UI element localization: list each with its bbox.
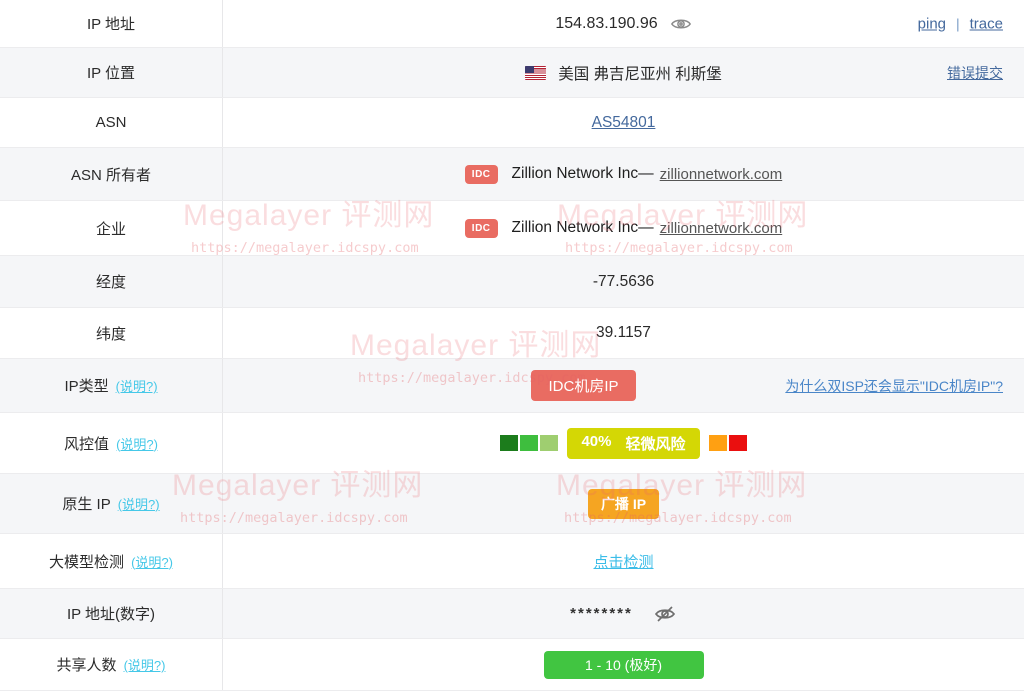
value-ip-numeric: ******** <box>223 589 1024 638</box>
ip-type-badge: IDC机房IP <box>531 370 636 401</box>
label-asn: ASN <box>0 98 223 147</box>
ping-link[interactable]: ping <box>917 15 946 32</box>
table-row: 经度 -77.5636 <box>0 256 1024 308</box>
help-link[interactable]: (说明?) <box>115 379 158 394</box>
why-idc-link[interactable]: 为什么双ISP还会显示"IDC机房IP"? <box>785 377 1003 394</box>
label-asn-owner: ASN 所有者 <box>0 148 223 200</box>
link-separator: | <box>956 15 960 32</box>
label-llm-check: 大模型检测 (说明?) <box>0 534 223 588</box>
table-row: IP类型 (说明?) IDC机房IP 为什么双ISP还会显示"IDC机房IP"? <box>0 359 1024 413</box>
label-latitude: 纬度 <box>0 308 223 358</box>
help-link[interactable]: (说明?) <box>116 436 158 452</box>
value-risk-score: 40% 轻微风险 <box>223 413 1024 473</box>
table-row: ASN AS54801 <box>0 98 1024 148</box>
label-shared-count: 共享人数 (说明?) <box>0 639 223 690</box>
owner-domain-link[interactable]: zillionnetwork.com <box>659 165 783 183</box>
table-row: 纬度 39.1157 <box>0 308 1024 359</box>
table-row: ASN 所有者 IDC Zillion Network Inc— zillion… <box>0 148 1024 201</box>
table-row: 大模型检测 (说明?) 点击检测 <box>0 534 1024 589</box>
row-label: 企业 <box>95 220 126 238</box>
label-ip-address: IP 地址 <box>0 0 223 47</box>
risk-meter: 40% 轻微风险 <box>500 427 747 459</box>
table-row: 共享人数 (说明?) 1 - 10 (极好) <box>0 639 1024 691</box>
asn-link[interactable]: AS54801 <box>591 113 656 131</box>
label-ip-location: IP 位置 <box>0 48 223 97</box>
risk-meter-segment <box>708 435 727 451</box>
table-row: 企业 IDC Zillion Network Inc— zillionnetwo… <box>0 201 1024 256</box>
eye-off-icon[interactable] <box>653 602 677 626</box>
label-native-ip: 原生 IP (说明?) <box>0 474 223 533</box>
table-row: IP 地址(数字) ******** <box>0 589 1024 639</box>
owner-name: Zillion Network Inc— <box>511 165 654 182</box>
table-row: 风控值 (说明?) 40% 轻微风险 <box>0 413 1024 474</box>
row-label: 纬度 <box>95 325 126 343</box>
row-label: IP 地址(数字) <box>66 606 156 623</box>
label-ip-numeric: IP 地址(数字) <box>0 589 223 638</box>
label-risk-score: 风控值 (说明?) <box>0 413 223 473</box>
row-label: IP 位置 <box>86 65 136 82</box>
help-link[interactable]: (说明?) <box>117 497 160 512</box>
enterprise-name: Zillion Network Inc— <box>511 219 654 236</box>
value-latitude: 39.1157 <box>223 308 1024 358</box>
value-shared-count: 1 - 10 (极好) <box>223 639 1024 690</box>
row-label: ASN <box>95 114 127 131</box>
label-enterprise: 企业 <box>0 201 223 255</box>
table-row: IP 位置 美国 弗吉尼亚州 利斯堡 错误提交 <box>0 48 1024 98</box>
label-ip-type: IP类型 (说明?) <box>0 359 223 412</box>
error-submit-link[interactable]: 错误提交 <box>947 64 1003 81</box>
help-link[interactable]: (说明?) <box>123 658 166 673</box>
row-label: IP 地址 <box>86 16 136 33</box>
risk-percent: 40% <box>581 432 612 450</box>
table-row: IP 地址 154.83.190.96 ping | trace <box>0 0 1024 48</box>
row-label: 风控值 <box>64 435 110 453</box>
value-ip-location: 美国 弗吉尼亚州 利斯堡 错误提交 <box>223 48 1024 97</box>
ip-numeric-masked: ******** <box>570 605 633 622</box>
row-label: 经度 <box>95 274 126 291</box>
risk-meter-segment <box>520 435 539 451</box>
enterprise-domain-link[interactable]: zillionnetwork.com <box>659 219 783 237</box>
value-asn-owner: IDC Zillion Network Inc— zillionnetwork.… <box>223 148 1024 200</box>
row-label: ASN 所有者 <box>70 166 151 184</box>
idc-badge: IDC <box>464 164 498 184</box>
row-label: 大模型检测 <box>49 553 125 571</box>
eye-icon[interactable] <box>670 13 692 35</box>
value-enterprise: IDC Zillion Network Inc— zillionnetwork.… <box>223 201 1024 255</box>
risk-badge: 40% 轻微风险 <box>567 427 700 459</box>
value-native-ip: 广播 IP <box>223 474 1024 533</box>
ip-address-value: 154.83.190.96 <box>555 14 658 32</box>
value-ip-address: 154.83.190.96 ping | trace <box>223 0 1024 47</box>
location-value: 美国 弗吉尼亚州 利斯堡 <box>558 65 722 83</box>
value-asn: AS54801 <box>223 98 1024 147</box>
latitude-value: 39.1157 <box>596 324 651 341</box>
value-llm-check: 点击检测 <box>223 534 1024 588</box>
risk-level: 轻微风险 <box>625 435 686 453</box>
risk-meter-segment <box>728 435 747 451</box>
trace-link[interactable]: trace <box>969 15 1003 32</box>
native-ip-badge: 广播 IP <box>587 488 660 519</box>
llm-check-link[interactable]: 点击检测 <box>593 553 654 571</box>
risk-meter-segment <box>500 435 519 451</box>
idc-badge: IDC <box>464 218 498 238</box>
value-longitude: -77.5636 <box>223 256 1024 307</box>
us-flag-icon <box>525 65 547 80</box>
row-label: 原生 IP <box>62 496 111 513</box>
risk-meter-segment <box>540 435 559 451</box>
value-ip-type: IDC机房IP 为什么双ISP还会显示"IDC机房IP"? <box>223 359 1024 412</box>
row-label: 共享人数 <box>56 657 117 674</box>
help-link[interactable]: (说明?) <box>131 554 173 570</box>
label-longitude: 经度 <box>0 256 223 307</box>
longitude-value: -77.5636 <box>592 272 655 290</box>
table-row: 原生 IP (说明?) 广播 IP <box>0 474 1024 534</box>
shared-count-badge: 1 - 10 (极好) <box>543 650 704 679</box>
row-label: IP类型 <box>64 378 109 395</box>
